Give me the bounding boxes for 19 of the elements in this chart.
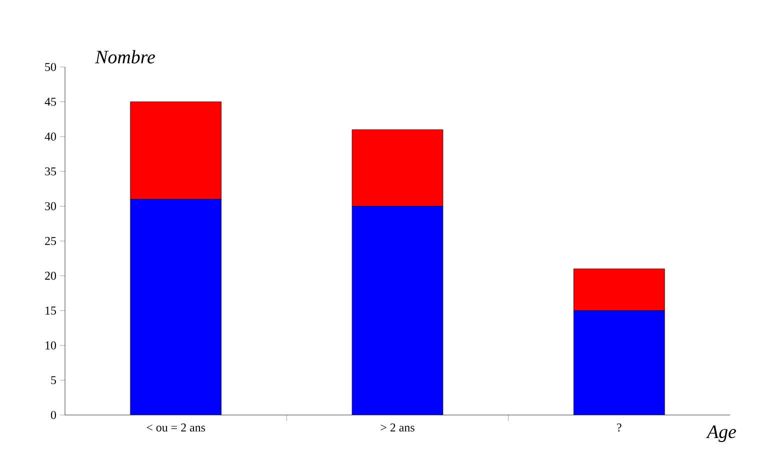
bar — [574, 310, 665, 415]
y-tick-label: 30 — [45, 202, 56, 210]
x-tick-label: < ou = 2 ans — [146, 424, 206, 432]
y-tick-label: 25 — [45, 236, 56, 246]
y-tick-label: 20 — [45, 272, 56, 280]
x-tick-label: ? — [617, 424, 622, 432]
y-tick-label: 5 — [51, 376, 56, 384]
y-axis-title: Nombre — [94, 50, 155, 64]
y-tick-label: 35 — [45, 167, 56, 176]
y-tick-label: 10 — [46, 341, 56, 350]
x-tick-label: > 2 ans — [380, 424, 414, 432]
y-tick-label: 50 — [45, 62, 56, 72]
y-tick-label: 40 — [44, 132, 56, 141]
bar — [352, 206, 443, 415]
y-tick-label: 45 — [44, 98, 56, 106]
y-tick-label: 0 — [50, 410, 56, 420]
y-tick-label: 15 — [46, 306, 56, 315]
bar — [130, 199, 222, 415]
x-axis-title: Age — [706, 425, 736, 442]
